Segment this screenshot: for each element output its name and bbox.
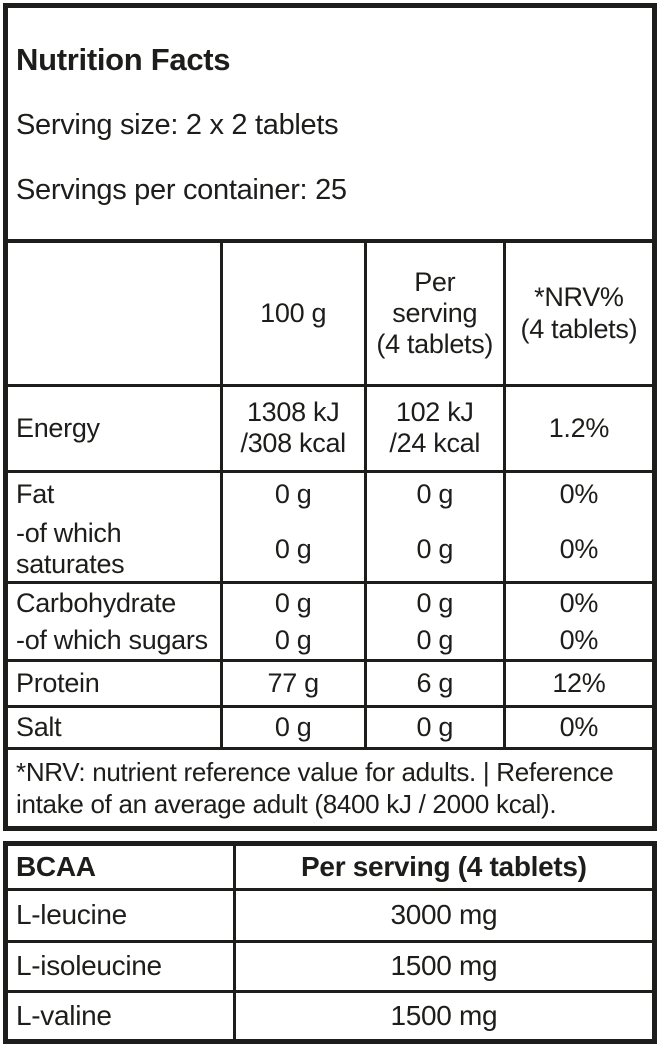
servings-per-container-text: Servings per container: 25 [16, 174, 347, 207]
row-label: -of which sugars [4, 621, 223, 663]
bcaa-table: BCAA Per serving (4 tablets) L-leucine 3… [3, 841, 657, 1044]
row-label: L-valine [4, 990, 236, 1044]
row-amount: 3000 mg [232, 888, 657, 944]
value-per-100g: 0 g [219, 581, 367, 622]
value-per-serving: 0 g [363, 469, 506, 518]
value-nrv: 0% [502, 517, 657, 585]
column-header-nrv: *NRV% (4 tablets) [502, 239, 657, 387]
table-row-sugars: -of which sugars 0 g 0 g 0% [4, 621, 657, 663]
table-row-salt: Salt 0 g 0 g 0% [4, 705, 657, 751]
row-label: Carbohydrate [4, 581, 223, 622]
column-header-per-serving: Per serving (4 tablets) [363, 239, 506, 387]
column-header-100g: 100 g [219, 239, 367, 387]
value-per-serving: 102 kJ /24 kcal [363, 383, 506, 473]
value-per-serving: 6 g [363, 659, 506, 709]
column-header-row: 100 g Per serving (4 tablets) *NRV% (4 t… [4, 239, 657, 387]
value-per-100g: 0 g [219, 517, 367, 585]
table-row-energy: Energy 1308 kJ /308 kcal 102 kJ /24 kcal… [4, 383, 657, 473]
value-nrv: 0% [502, 581, 657, 622]
row-label: Energy [4, 383, 223, 473]
label-header-cell: Nutrition Facts Serving size: 2 x 2 tabl… [4, 4, 656, 244]
value-per-100g: 0 g [219, 469, 367, 518]
table-row-valine: L-valine 1500 mg [4, 990, 657, 1044]
table-row-saturates: -of which saturates 0 g 0 g 0% [4, 517, 657, 585]
value-nrv: 1.2% [502, 383, 657, 473]
row-label: L-leucine [4, 888, 236, 944]
value-nrv: 0% [502, 705, 657, 751]
row-amount: 1500 mg [232, 990, 657, 1044]
nutrition-facts-table: Nutrition Facts Serving size: 2 x 2 tabl… [3, 3, 657, 832]
value-per-serving: 0 g [363, 705, 506, 751]
value-nrv: 0% [502, 621, 657, 663]
nrv-footnote: *NRV: nutrient reference value for adult… [4, 747, 656, 831]
value-per-serving: 0 g [363, 517, 506, 585]
serving-size-text: Serving size: 2 x 2 tablets [16, 108, 339, 141]
value-nrv: 0% [502, 469, 657, 518]
value-per-serving: 0 g [363, 621, 506, 663]
row-label: -of which saturates [4, 517, 223, 585]
label-header-row: Nutrition Facts Serving size: 2 x 2 tabl… [4, 4, 656, 244]
row-label: Salt [4, 705, 223, 751]
value-per-100g: 0 g [219, 621, 367, 663]
bcaa-header-row: BCAA Per serving (4 tablets) [4, 842, 657, 892]
row-label: Protein [4, 659, 223, 709]
row-label: Fat [4, 469, 223, 518]
value-per-100g: 1308 kJ /308 kcal [219, 383, 367, 473]
page-title: Nutrition Facts [16, 42, 231, 78]
table-row-leucine: L-leucine 3000 mg [4, 888, 657, 944]
table-row-fat: Fat 0 g 0 g 0% [4, 469, 657, 518]
value-nrv: 12% [502, 659, 657, 709]
bcaa-header-amount: Per serving (4 tablets) [232, 842, 657, 892]
table-row-protein: Protein 77 g 6 g 12% [4, 659, 657, 709]
footnote-row: *NRV: nutrient reference value for adult… [4, 747, 656, 831]
value-per-serving: 0 g [363, 581, 506, 622]
column-header-blank [4, 239, 223, 387]
bcaa-header-name: BCAA [4, 842, 236, 892]
value-per-100g: 0 g [219, 705, 367, 751]
value-per-100g: 77 g [219, 659, 367, 709]
table-row-carbohydrate: Carbohydrate 0 g 0 g 0% [4, 581, 657, 622]
